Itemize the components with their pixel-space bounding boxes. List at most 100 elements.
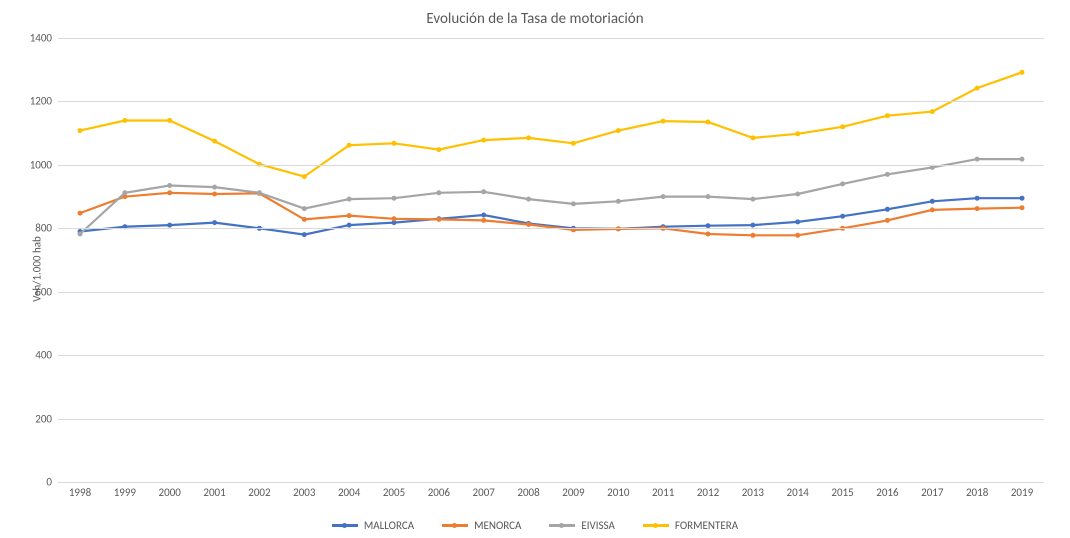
series-marker xyxy=(481,138,486,143)
x-tick-label: 2013 xyxy=(742,482,764,499)
series-marker xyxy=(930,207,935,212)
chart-legend: MALLORCA MENORCA EIVISSA FORMENTERA xyxy=(0,519,1070,532)
series-marker xyxy=(302,217,307,222)
series-marker xyxy=(661,119,666,124)
x-tick-label: 2006 xyxy=(428,482,450,499)
series-marker xyxy=(481,218,486,223)
legend-item: MENORCA xyxy=(442,519,521,532)
legend-marker-icon xyxy=(559,523,564,528)
series-marker xyxy=(795,233,800,238)
series-marker xyxy=(975,157,980,162)
series-line xyxy=(80,72,1022,176)
series-marker xyxy=(122,118,127,123)
series-marker xyxy=(481,213,486,218)
series-marker xyxy=(571,141,576,146)
legend-item: EIVISSA xyxy=(549,519,615,532)
series-marker xyxy=(526,135,531,140)
y-tick-label: 600 xyxy=(35,285,58,298)
legend-marker-icon xyxy=(342,523,347,528)
series-marker xyxy=(795,219,800,224)
gridline xyxy=(58,165,1044,166)
series-marker xyxy=(436,217,441,222)
legend-label: EIVISSA xyxy=(581,519,615,532)
legend-label: MALLORCA xyxy=(364,519,414,532)
x-tick-label: 2003 xyxy=(293,482,315,499)
series-marker xyxy=(392,141,397,146)
series-marker xyxy=(212,220,217,225)
chart-title: Evolución de la Tasa de motoriación xyxy=(0,0,1070,28)
gridline xyxy=(58,101,1044,102)
series-marker xyxy=(885,113,890,118)
x-tick-label: 2001 xyxy=(203,482,225,499)
legend-item: FORMENTERA xyxy=(643,519,738,532)
gridline xyxy=(58,419,1044,420)
series-marker xyxy=(840,181,845,186)
y-tick-label: 1200 xyxy=(30,95,58,108)
series-marker xyxy=(392,196,397,201)
x-tick-label: 2014 xyxy=(787,482,809,499)
series-marker xyxy=(436,147,441,152)
series-marker xyxy=(840,124,845,129)
series-marker xyxy=(212,185,217,190)
x-tick-label: 2007 xyxy=(473,482,495,499)
series-marker xyxy=(706,194,711,199)
series-marker xyxy=(885,207,890,212)
series-marker xyxy=(840,214,845,219)
series-marker xyxy=(212,192,217,197)
gridline xyxy=(58,38,1044,39)
series-marker xyxy=(526,222,531,227)
legend-marker-icon xyxy=(452,523,457,528)
series-marker xyxy=(795,192,800,197)
series-marker xyxy=(750,233,755,238)
legend-line-icon xyxy=(332,524,358,526)
gridline xyxy=(58,228,1044,229)
series-marker xyxy=(167,118,172,123)
series-marker xyxy=(571,201,576,206)
x-tick-label: 1998 xyxy=(69,482,91,499)
gridline xyxy=(58,292,1044,293)
series-marker xyxy=(885,172,890,177)
series-marker xyxy=(302,206,307,211)
x-tick-label: 2000 xyxy=(159,482,181,499)
series-marker xyxy=(302,232,307,237)
x-tick-label: 2008 xyxy=(517,482,539,499)
series-marker xyxy=(975,86,980,91)
series-marker xyxy=(1020,205,1025,210)
x-tick-label: 2011 xyxy=(652,482,674,499)
x-tick-label: 2016 xyxy=(876,482,898,499)
x-tick-label: 2019 xyxy=(1011,482,1033,499)
series-marker xyxy=(1020,70,1025,75)
x-tick-label: 2010 xyxy=(607,482,629,499)
y-tick-label: 200 xyxy=(35,412,58,425)
series-marker xyxy=(481,189,486,194)
legend-item: MALLORCA xyxy=(332,519,414,532)
series-marker xyxy=(930,199,935,204)
series-marker xyxy=(78,128,83,133)
x-tick-label: 2015 xyxy=(831,482,853,499)
y-tick-label: 800 xyxy=(35,222,58,235)
series-marker xyxy=(122,190,127,195)
series-marker xyxy=(212,139,217,144)
series-marker xyxy=(706,120,711,125)
series-marker xyxy=(78,232,83,237)
chart-container: Evolución de la Tasa de motoriación Veh/… xyxy=(0,0,1070,538)
x-tick-label: 2002 xyxy=(248,482,270,499)
series-marker xyxy=(975,206,980,211)
x-tick-label: 2012 xyxy=(697,482,719,499)
x-tick-label: 2004 xyxy=(338,482,360,499)
x-tick-label: 2009 xyxy=(562,482,584,499)
series-marker xyxy=(930,109,935,114)
series-marker xyxy=(661,194,666,199)
series-marker xyxy=(750,197,755,202)
series-marker xyxy=(347,197,352,202)
series-marker xyxy=(347,143,352,148)
series-marker xyxy=(616,128,621,133)
series-marker xyxy=(750,223,755,228)
legend-label: FORMENTERA xyxy=(675,519,738,532)
gridline xyxy=(58,355,1044,356)
series-marker xyxy=(78,211,83,216)
series-marker xyxy=(885,218,890,223)
series-marker xyxy=(436,190,441,195)
x-tick-label: 2017 xyxy=(921,482,943,499)
x-tick-label: 2005 xyxy=(383,482,405,499)
